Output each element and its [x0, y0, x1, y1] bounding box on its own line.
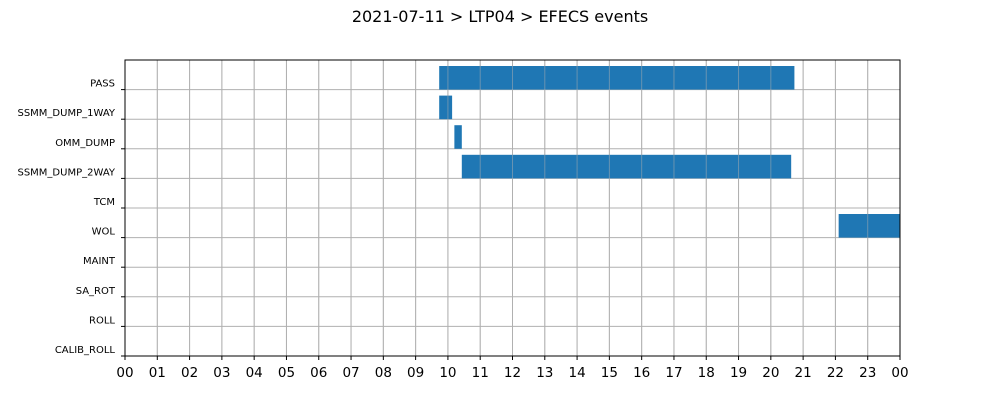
x-tick-label: 08: [375, 365, 392, 381]
x-tick-label: 13: [536, 365, 553, 381]
x-tick-label: 21: [795, 365, 812, 381]
x-tick-label: 09: [407, 365, 424, 381]
x-tick-label: 18: [698, 365, 715, 381]
y-tick-label: SSMM_DUMP_2WAY: [17, 167, 115, 178]
x-tick-label: 14: [568, 365, 585, 381]
event-bar-omm-dump: [454, 125, 462, 149]
x-tick-label: 20: [762, 365, 779, 381]
x-tick-label: 07: [342, 365, 359, 381]
x-tick-label: 02: [181, 365, 198, 381]
x-tick-label: 05: [278, 365, 295, 381]
y-tick-label: MAINT: [83, 256, 116, 267]
event-bar-pass: [439, 66, 795, 90]
y-tick-label: OMM_DUMP: [55, 138, 115, 149]
x-tick-label: 10: [439, 365, 456, 381]
y-axis-ticks: PASS SSMM_DUMP_1WAY OMM_DUMP SSMM_DUMP_2WAY…: [17, 79, 125, 357]
y-tick-label: CALIB_ROLL: [55, 345, 116, 356]
x-tick-label: 23: [859, 365, 876, 381]
x-tick-label: 04: [246, 365, 263, 381]
y-tick-label: SSMM_DUMP_1WAY: [17, 108, 115, 119]
x-tick-label: 06: [310, 365, 327, 381]
x-tick-label: 12: [504, 365, 521, 381]
event-bar-wol: [838, 214, 900, 238]
x-tick-label: 19: [730, 365, 747, 381]
y-tick-label: TCM: [93, 197, 115, 208]
x-tick-label: 22: [827, 365, 844, 381]
event-bar-ssmm-dump-2way: [461, 154, 792, 179]
x-tick-label: 00: [116, 365, 133, 381]
y-tick-label: WOL: [92, 227, 116, 238]
y-tick-label: ROLL: [89, 315, 115, 326]
y-tick-label: PASS: [90, 79, 115, 90]
x-tick-label: 16: [633, 365, 650, 381]
x-tick-label: 17: [665, 365, 682, 381]
event-bar-ssmm-dump-1way: [439, 95, 453, 120]
y-tick-label: SA_ROT: [76, 286, 116, 297]
x-tick-label: 15: [601, 365, 618, 381]
chart-title: 2021-07-11 > LTP04 > EFECS events: [352, 7, 648, 26]
x-tick-label: 01: [149, 365, 166, 381]
x-tick-label: 03: [213, 365, 230, 381]
x-tick-label: 00: [891, 365, 908, 381]
event-bars: [124, 60, 901, 356]
x-axis-ticks: 00 01 02 03 04 05 06 07 08 09 10 11 12 13 14 15 16 17 18 19…: [116, 356, 909, 381]
x-tick-label: 11: [472, 365, 489, 381]
